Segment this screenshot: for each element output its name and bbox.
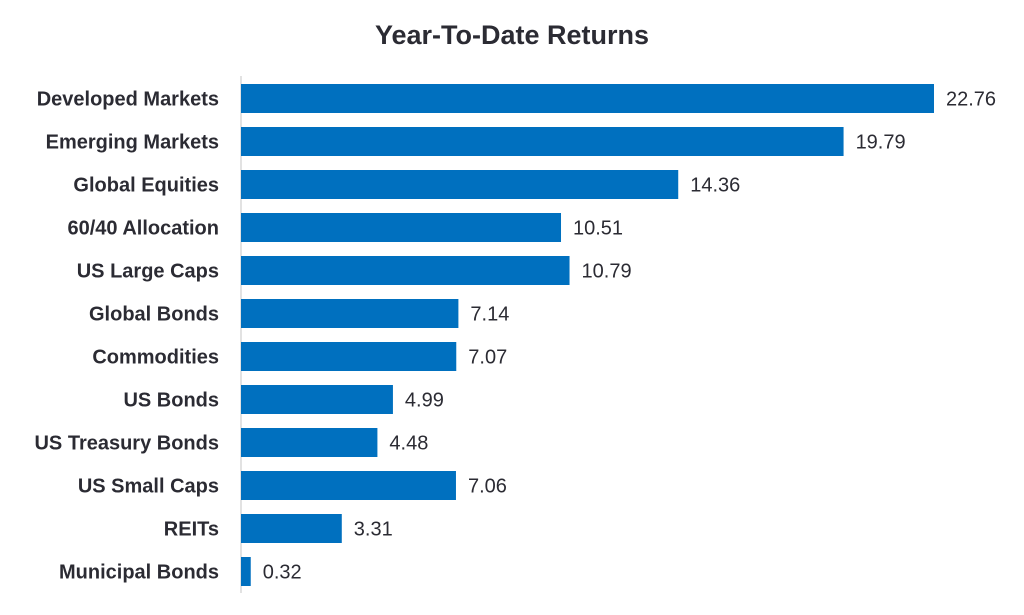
bar	[241, 170, 679, 199]
value-label: 4.99	[405, 390, 444, 412]
bar	[241, 471, 456, 500]
value-label: 3.31	[354, 519, 393, 541]
value-label: 22.76	[946, 89, 996, 111]
category-label: REITs	[164, 519, 219, 541]
value-label: 0.32	[263, 562, 302, 584]
value-label: 10.79	[582, 261, 632, 283]
category-label: Developed Markets	[37, 89, 219, 111]
category-label: Emerging Markets	[46, 132, 219, 154]
bar	[241, 428, 378, 457]
category-label: US Small Caps	[78, 476, 219, 498]
category-label: Global Equities	[73, 175, 219, 197]
category-label: Municipal Bonds	[59, 562, 219, 584]
bar	[241, 514, 342, 543]
value-label: 7.06	[468, 476, 507, 498]
plot-area: Developed Markets 22.76 Emerging Markets 19…	[34, 84, 996, 586]
category-label: Global Bonds	[89, 304, 219, 326]
category-label: Commodities	[92, 347, 219, 369]
bar	[241, 256, 570, 285]
value-label: 10.51	[573, 218, 623, 240]
value-label: 7.14	[470, 304, 509, 326]
category-label: US Treasury Bonds	[34, 433, 219, 455]
bar	[241, 299, 459, 328]
category-label: US Bonds	[123, 390, 219, 412]
value-label: 4.48	[389, 433, 428, 455]
bar	[241, 385, 393, 414]
bar	[241, 342, 457, 371]
bar	[241, 557, 251, 586]
bar	[241, 84, 934, 113]
bar	[241, 127, 844, 156]
chart-title: Year-To-Date Returns	[375, 20, 649, 50]
value-label: 19.79	[856, 132, 906, 154]
bar	[241, 213, 562, 242]
value-label: 7.07	[468, 347, 507, 369]
category-label: US Large Caps	[77, 261, 219, 283]
value-label: 14.36	[690, 175, 740, 197]
category-label: 60/40 Allocation	[67, 218, 219, 240]
